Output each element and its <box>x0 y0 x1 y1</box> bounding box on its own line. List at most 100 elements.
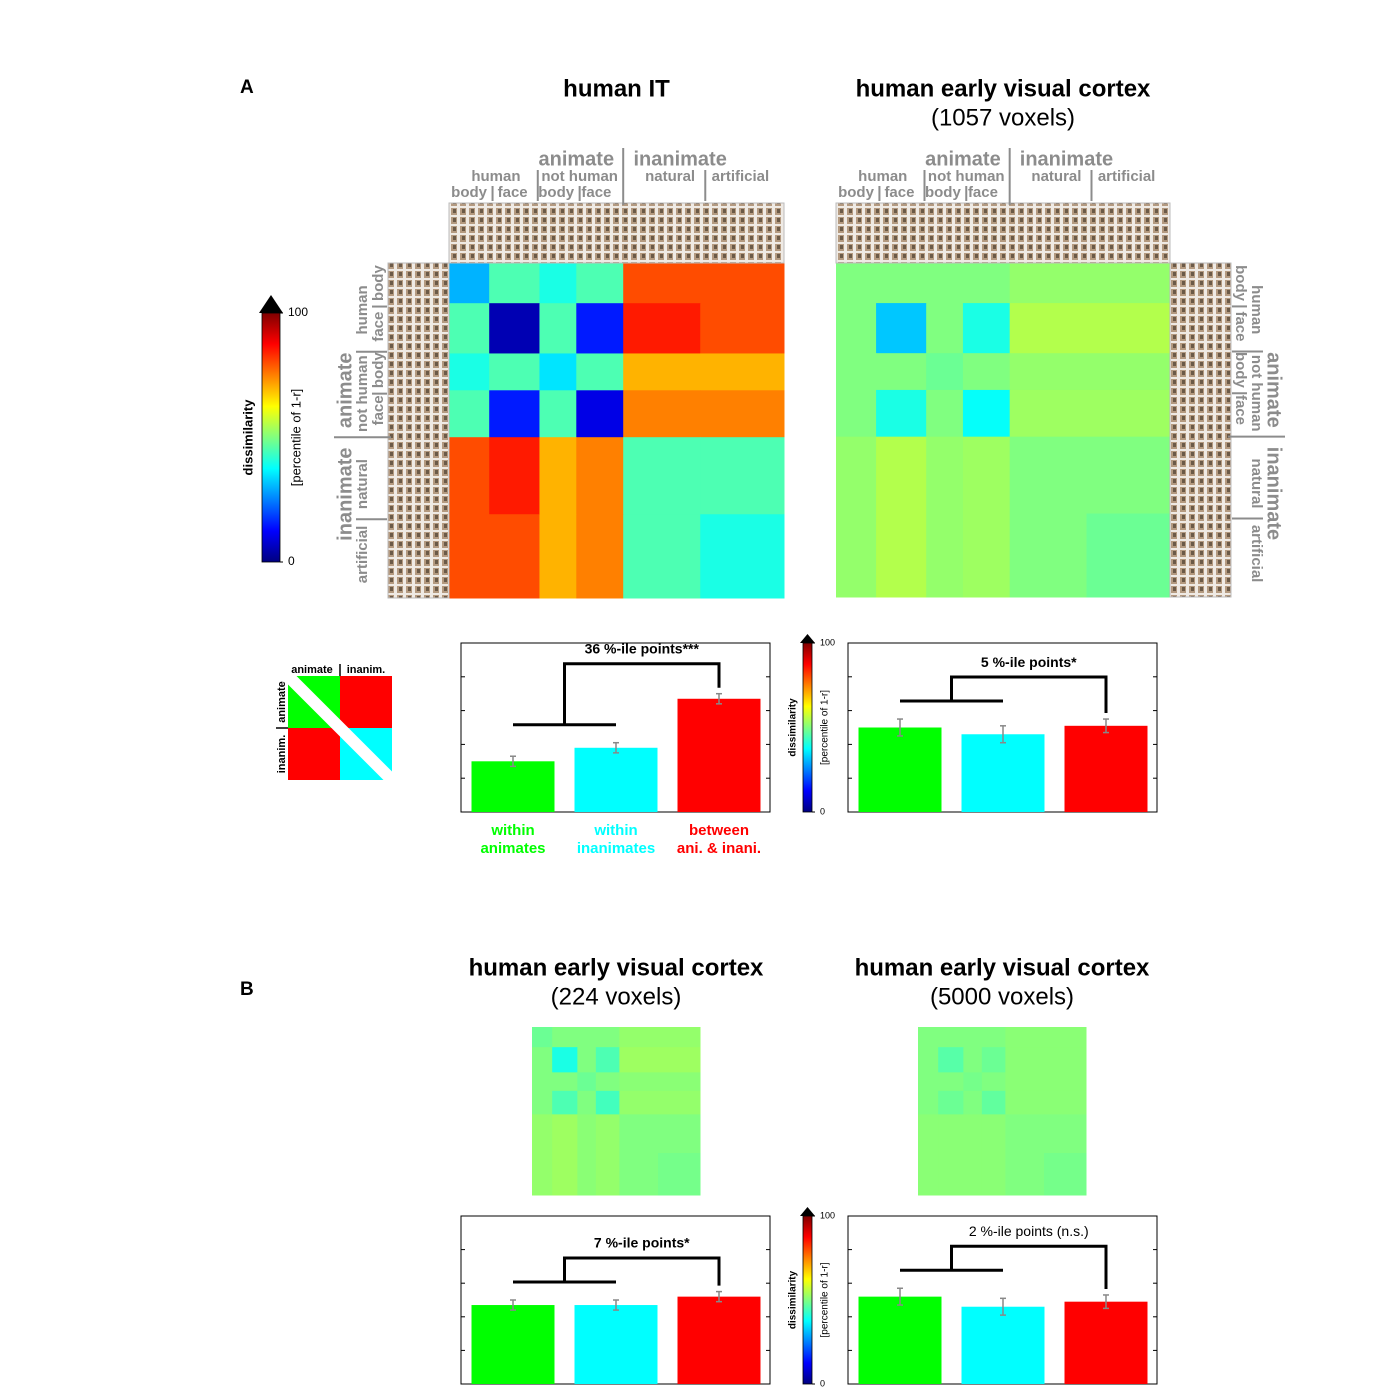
matrix-cell <box>576 303 624 354</box>
matrix-cell <box>926 353 964 391</box>
bar <box>471 761 555 812</box>
matrix-cell <box>623 390 701 438</box>
group-label: face <box>370 312 387 342</box>
matrix-cell <box>539 353 577 391</box>
matrix-cell <box>962 263 1011 304</box>
colorbar-tick-label: 100 <box>820 1210 835 1220</box>
matrix-cell <box>1009 436 1087 514</box>
group-label: inanimate <box>1263 447 1285 540</box>
matrix-cell <box>981 1047 1006 1073</box>
matrix-cell <box>938 1153 964 1196</box>
group-label: human <box>858 168 907 185</box>
group-label: not human <box>354 355 371 432</box>
schematic-label: animate <box>291 664 333 676</box>
matrix-cell <box>1044 1072 1087 1092</box>
group-label: body <box>838 184 874 201</box>
group-label: not human <box>1248 355 1265 432</box>
matrix-cell <box>926 389 964 438</box>
schematic-cell <box>288 728 340 780</box>
stimulus-strip <box>387 262 450 599</box>
matrix-cell <box>577 1090 597 1115</box>
matrix-cell <box>577 1072 597 1092</box>
matrix-cell <box>577 1027 597 1048</box>
group-label: not human <box>541 168 618 185</box>
group-label: face <box>968 184 998 201</box>
category-label: ani. & inani. <box>677 840 761 857</box>
bracket <box>513 1256 721 1286</box>
category-label: between <box>689 822 749 839</box>
annotation: 7 %-ile points* <box>594 1235 690 1251</box>
matrix-cell <box>700 390 785 438</box>
schematic: animate inanim. animate inanim. <box>276 664 397 785</box>
matrix-cell <box>918 1072 939 1092</box>
matrix-cell <box>876 389 927 438</box>
colorbar-tick-label: 0 <box>820 806 825 816</box>
matrix-cell <box>658 1072 701 1092</box>
group-label: natural <box>1031 168 1081 185</box>
matrix-cell <box>595 1153 620 1196</box>
matrix-cell <box>1086 353 1171 391</box>
group-label: animate <box>925 148 1001 170</box>
group-label: face <box>1232 395 1249 425</box>
colorbar-arrow <box>259 295 283 313</box>
matrix-cell <box>700 353 785 391</box>
colorbar-arrow <box>800 634 815 643</box>
matrix-cell <box>539 437 577 515</box>
group-label: artificial <box>1248 525 1265 583</box>
matrix-cell <box>962 389 1011 438</box>
group-label: body <box>451 184 487 201</box>
matrix-cell <box>619 1027 659 1048</box>
bar <box>677 1296 761 1384</box>
group-label: inanimate <box>1020 148 1113 170</box>
matrix-cell <box>981 1153 1006 1196</box>
group-label: animate <box>334 353 356 429</box>
matrix-cell <box>963 1153 983 1196</box>
colorbar-label: dissimilarity <box>788 698 799 757</box>
matrix-cell <box>963 1027 983 1048</box>
matrix-cell <box>836 436 877 514</box>
colorbar <box>802 1215 813 1385</box>
group-label: body <box>1232 352 1249 388</box>
matrix-cell <box>489 437 540 515</box>
stimulus-strip <box>1169 262 1232 598</box>
matrix-cell <box>658 1153 701 1196</box>
matrix-cell <box>1005 1114 1045 1154</box>
matrix-cell <box>836 513 877 598</box>
annotation: 2 %-ile points (n.s.) <box>969 1223 1089 1239</box>
matrix-cell <box>700 303 785 354</box>
group-label: human <box>471 168 520 185</box>
chart-title: human IT <box>563 75 670 102</box>
colorbar-tick-label: 100 <box>288 305 308 319</box>
matrix-cell <box>1009 389 1087 438</box>
chart-subtitle: (224 voxels) <box>551 983 682 1010</box>
bracket <box>513 662 721 727</box>
matrix-cell <box>489 390 540 438</box>
matrix-cell <box>938 1047 964 1073</box>
matrix-cell <box>918 1153 939 1196</box>
bar <box>961 1306 1045 1384</box>
matrix-cell <box>577 1114 597 1154</box>
category-label: within <box>593 822 637 839</box>
matrix-cell <box>962 513 1011 598</box>
bar <box>574 1305 658 1384</box>
group-label: body <box>370 352 387 388</box>
group-label: natural <box>354 459 371 509</box>
matrix-cell <box>876 436 927 514</box>
group-label: face <box>498 184 528 201</box>
matrix-cell <box>576 514 624 599</box>
group-label: animate <box>1263 352 1285 428</box>
matrix-cell <box>539 514 577 599</box>
group-label: body <box>370 265 387 301</box>
group-label: artificial <box>1098 168 1156 185</box>
matrix-cell <box>532 1047 553 1073</box>
matrix-cell <box>1005 1047 1045 1073</box>
matrix-cell <box>1044 1090 1087 1115</box>
matrix-cell <box>449 514 490 599</box>
matrix-cell <box>449 263 490 304</box>
matrix-cell <box>1044 1047 1087 1073</box>
matrix-cell <box>658 1114 701 1154</box>
matrix-cell <box>532 1072 553 1092</box>
group-label: body <box>538 184 574 201</box>
matrix-cell <box>532 1090 553 1115</box>
